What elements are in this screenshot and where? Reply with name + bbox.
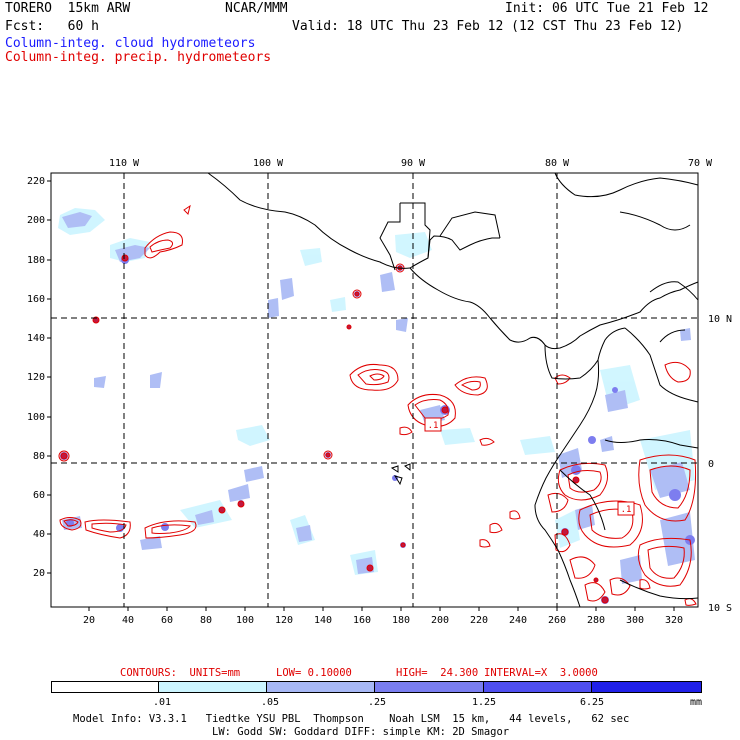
colorbar-seg-1 <box>159 681 267 693</box>
colorbar-label: .01 <box>153 697 172 708</box>
x-tick: 280 <box>587 615 605 626</box>
lat-lon-grid <box>51 173 698 607</box>
x-tick: 240 <box>509 615 527 626</box>
model-info: Model Info: V3.3.1 Tiedtke YSU PBL Thomp… <box>73 713 630 725</box>
y-axis-ticks: 220 200 180 160 140 120 100 80 60 40 20 <box>27 176 45 579</box>
lon-label-70w: 70 W <box>688 158 713 169</box>
precip-cores <box>58 254 609 604</box>
contour-units: CONTOURS: UNITS=mm <box>120 667 241 679</box>
y-tick: 40 <box>33 529 45 540</box>
x-tick: 40 <box>122 615 134 626</box>
colorbar-label: 6.25 <box>580 697 605 708</box>
colorbar-label: 1.25 <box>472 697 497 708</box>
x-tick: 120 <box>275 615 293 626</box>
x-tick: 160 <box>353 615 371 626</box>
x-tick: 300 <box>626 615 644 626</box>
y-tick: 200 <box>27 215 45 226</box>
lon-label-80w: 80 W <box>545 158 570 169</box>
colorbar-label: .25 <box>368 697 387 708</box>
x-tick: 100 <box>236 615 254 626</box>
y-tick: 180 <box>27 255 45 266</box>
center-label: .1 <box>428 421 439 431</box>
contour-center-labels: .1 .1 <box>424 417 635 516</box>
y-tick: 80 <box>33 451 45 462</box>
colorbar-seg-2 <box>267 681 375 693</box>
colorbar-seg-0 <box>51 681 159 693</box>
lat-label-10s: 10 S <box>708 603 732 614</box>
field-precip-label: Column-integ. precip. hydrometeors <box>5 50 272 65</box>
y-tick: 120 <box>27 372 45 383</box>
model-name: TORERO 15km ARW <box>5 1 131 16</box>
x-tick: 180 <box>392 615 410 626</box>
init-time: Init: 06 UTC Tue 21 Feb 12 <box>505 1 709 16</box>
x-tick: 60 <box>161 615 173 626</box>
precip-contours <box>59 204 697 606</box>
physics-info: LW: Godd SW: Goddard DIFF: simple KM: 2D… <box>212 726 510 738</box>
contour-interval: INTERVAL=X 3.0000 <box>484 667 598 679</box>
y-tick: 160 <box>27 294 45 305</box>
center-name: NCAR/MMM <box>225 1 288 16</box>
forecast-hour: Fcst: 60 h <box>5 19 99 34</box>
y-tick: 100 <box>27 412 45 423</box>
x-tick: 220 <box>470 615 488 626</box>
center-label: .1 <box>621 505 632 515</box>
colorbar-unit: mm <box>690 697 703 708</box>
x-tick: 320 <box>665 615 683 626</box>
valid-time: Valid: 18 UTC Thu 23 Feb 12 (12 CST Thu … <box>292 19 684 34</box>
y-tick: 60 <box>33 490 45 501</box>
lat-label-0: 0 <box>708 459 714 470</box>
x-tick: 260 <box>548 615 566 626</box>
x-tick: 20 <box>83 615 95 626</box>
lon-label-100w: 100 W <box>253 158 284 169</box>
x-axis-ticks: 20 40 60 80 100 120 140 160 180 200 220 … <box>83 615 683 626</box>
y-tick: 140 <box>27 333 45 344</box>
field-cloud-label: Column-integ. cloud hydrometeors <box>5 36 256 51</box>
x-tick: 200 <box>431 615 449 626</box>
colorbar-label: .05 <box>261 697 280 708</box>
contour-high: HIGH= 24.300 <box>396 667 479 679</box>
colorbar-seg-4 <box>484 681 592 693</box>
lat-label-10n: 10 N <box>708 314 732 325</box>
lon-label-90w: 90 W <box>401 158 426 169</box>
colorbar-seg-5 <box>592 681 702 693</box>
x-tick: 140 <box>314 615 332 626</box>
colorbar-seg-3 <box>375 681 484 693</box>
lon-label-110w: 110 W <box>109 158 140 169</box>
y-tick: 20 <box>33 568 45 579</box>
y-tick: 220 <box>27 176 45 187</box>
coastlines <box>207 172 699 608</box>
x-tick: 80 <box>200 615 212 626</box>
contour-low: LOW= 0.10000 <box>276 667 352 679</box>
